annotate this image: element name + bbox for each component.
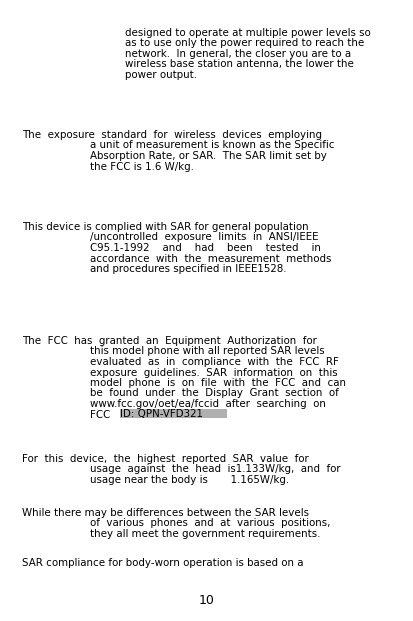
Text: and procedures specified in IEEE1528.: and procedures specified in IEEE1528. [90,264,286,274]
Text: a unit of measurement is known as the Specific: a unit of measurement is known as the Sp… [90,140,334,150]
Text: C95.1-1992    and    had    been    tested    in: C95.1-1992 and had been tested in [90,243,320,253]
Text: evaluated  as  in  compliance  with  the  FCC  RF: evaluated as in compliance with the FCC … [90,357,338,367]
Text: as to use only the power required to reach the: as to use only the power required to rea… [125,39,363,48]
Text: power output.: power output. [125,70,197,80]
Text: For  this  device,  the  highest  reported  SAR  value  for: For this device, the highest reported SA… [22,454,308,464]
Text: usage  against  the  head  is1.133W/kg,  and  for: usage against the head is1.133W/kg, and … [90,465,340,474]
Text: they all meet the government requirements.: they all meet the government requirement… [90,529,320,539]
Text: usage near the body is       1.165W/kg.: usage near the body is 1.165W/kg. [90,475,288,485]
Text: the FCC is 1.6 W/kg.: the FCC is 1.6 W/kg. [90,161,193,171]
Text: The  FCC  has  granted  an  Equipment  Authorization  for: The FCC has granted an Equipment Authori… [22,336,316,346]
Text: this model phone with all reported SAR levels: this model phone with all reported SAR l… [90,347,324,356]
Text: Absorption Rate, or SAR.  The SAR limit set by: Absorption Rate, or SAR. The SAR limit s… [90,151,326,161]
Text: model  phone  is  on  file  with  the  FCC  and  can: model phone is on file with the FCC and … [90,378,345,388]
Text: wireless base station antenna, the lower the: wireless base station antenna, the lower… [125,60,353,70]
Text: The  exposure  standard  for  wireless  devices  employing: The exposure standard for wireless devic… [22,130,321,140]
Text: network.  In general, the closer you are to a: network. In general, the closer you are … [125,49,350,59]
Text: designed to operate at multiple power levels so: designed to operate at multiple power le… [125,28,370,38]
Text: SAR compliance for body-worn operation is based on a: SAR compliance for body-worn operation i… [22,558,303,568]
Text: FCC: FCC [90,409,113,420]
Bar [120,409,227,419]
Text: www.fcc.gov/oet/ea/fccid  after  searching  on: www.fcc.gov/oet/ea/fccid after searching… [90,399,325,409]
Text: While there may be differences between the SAR levels: While there may be differences between t… [22,508,308,518]
Text: of  various  phones  and  at  various  positions,: of various phones and at various positio… [90,519,330,528]
Text: accordance  with  the  measurement  methods: accordance with the measurement methods [90,253,330,263]
Text: be  found  under  the  Display  Grant  section  of: be found under the Display Grant section… [90,389,338,399]
Text: exposure  guidelines.  SAR  information  on  this: exposure guidelines. SAR information on … [90,368,337,378]
Text: This device is complied with SAR for general population: This device is complied with SAR for gen… [22,222,308,232]
Text: ID: QPN-VFD321: ID: QPN-VFD321 [120,409,203,420]
Text: 10: 10 [199,594,214,607]
Text: /uncontrolled  exposure  limits  in  ANSI/IEEE: /uncontrolled exposure limits in ANSI/IE… [90,232,318,242]
